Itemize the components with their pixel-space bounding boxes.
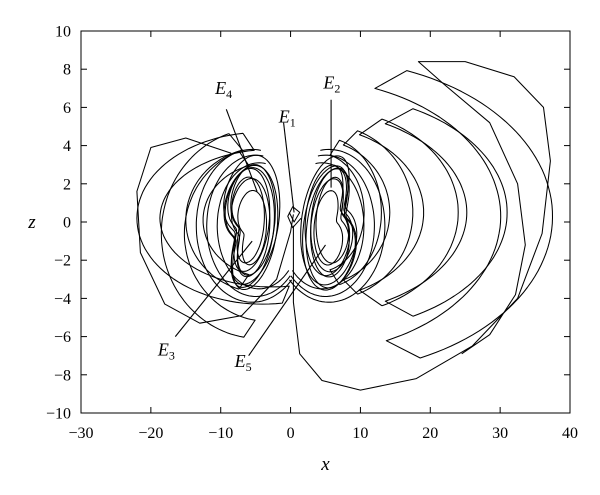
trajectory-left-crescent [160,133,256,338]
trajectory-right-wide-crescent [384,108,508,317]
trajectory-right-crescent [342,130,414,295]
trajectory-left-attractor [230,164,276,276]
trajectory-left-loop [195,148,293,303]
trajectory-right-outer-crescent [374,70,554,359]
trajectory-right-excursion [292,61,551,391]
x-axis-label: x [320,454,330,475]
trajectory-right-attractor [310,168,354,273]
trajectory-left-attractor [224,164,279,291]
y-tick-label: 10 [55,24,71,41]
y-tick-label: −2 [54,253,71,270]
trajectory-right-attractor [305,167,357,289]
y-tick-label: 0 [63,215,71,232]
x-tick-label: −30 [68,425,93,442]
annotation-base: E [234,351,246,371]
annotation-label: E4 [214,78,232,101]
annotation-label: E2 [322,72,340,95]
trajectory-left-attractor [227,167,271,272]
annotation-leader [174,240,253,337]
annotation-subscript: 1 [290,116,296,130]
trajectory-right-attractor [313,190,344,266]
x-tick-label: 10 [352,425,368,442]
trajectory-left-excursion [136,137,294,324]
y-axis-label: z [27,212,36,233]
trajectory-left-loop [216,162,290,290]
y-tick-label: −4 [54,291,71,308]
x-tick-label: 20 [422,425,438,442]
trajectory-right-loop [291,162,365,290]
x-tick-label: −20 [138,425,163,442]
trajectory-right-mid-crescent [358,118,459,307]
annotation-subscript: 2 [334,81,340,95]
y-tick-label: −10 [46,406,71,423]
annotation-subscript: 3 [169,349,175,363]
annotation-base: E [278,107,290,127]
x-tick-label: −10 [208,425,233,442]
y-tick-label: −6 [54,329,71,346]
annotation-leader [248,244,326,357]
annotation-base: E [214,78,226,98]
trajectory-left-attractor [231,176,265,264]
y-tick-label: −8 [54,367,71,384]
annotation-label: E3 [157,340,175,363]
trajectory-left-outer-crescent [136,132,290,305]
trajectory-left-inner-crescent [185,150,250,290]
annotation-leader [283,122,295,213]
x-tick-label: 30 [492,425,508,442]
y-tick-label: 4 [63,138,71,155]
y-tick-label: 6 [63,100,71,117]
trajectory-left-attractor [237,189,268,266]
trajectory-right-loop [290,154,375,298]
trajectory-layer [136,61,554,391]
annotation-base: E [322,72,334,92]
annotation-leader [225,109,258,192]
annotation-label: E5 [234,351,252,374]
trajectory-right-inner-crescent [329,139,382,286]
trajectory-right-attractor [310,178,350,278]
y-tick-label: 2 [63,176,71,193]
x-tick-label: 0 [287,425,295,442]
annotation-subscript: 5 [246,360,252,374]
annotation-base: E [157,340,169,360]
trajectory-right-attractor [304,164,351,277]
trajectory-origin-saddle [287,206,302,229]
x-tick-label: 40 [562,425,578,442]
trajectory-right-attractor [302,165,356,291]
annotation-subscript: 4 [226,87,232,101]
y-tick-label: 8 [63,62,71,79]
trajectory-right-loop [289,148,386,303]
annotation-label: E1 [278,107,296,130]
